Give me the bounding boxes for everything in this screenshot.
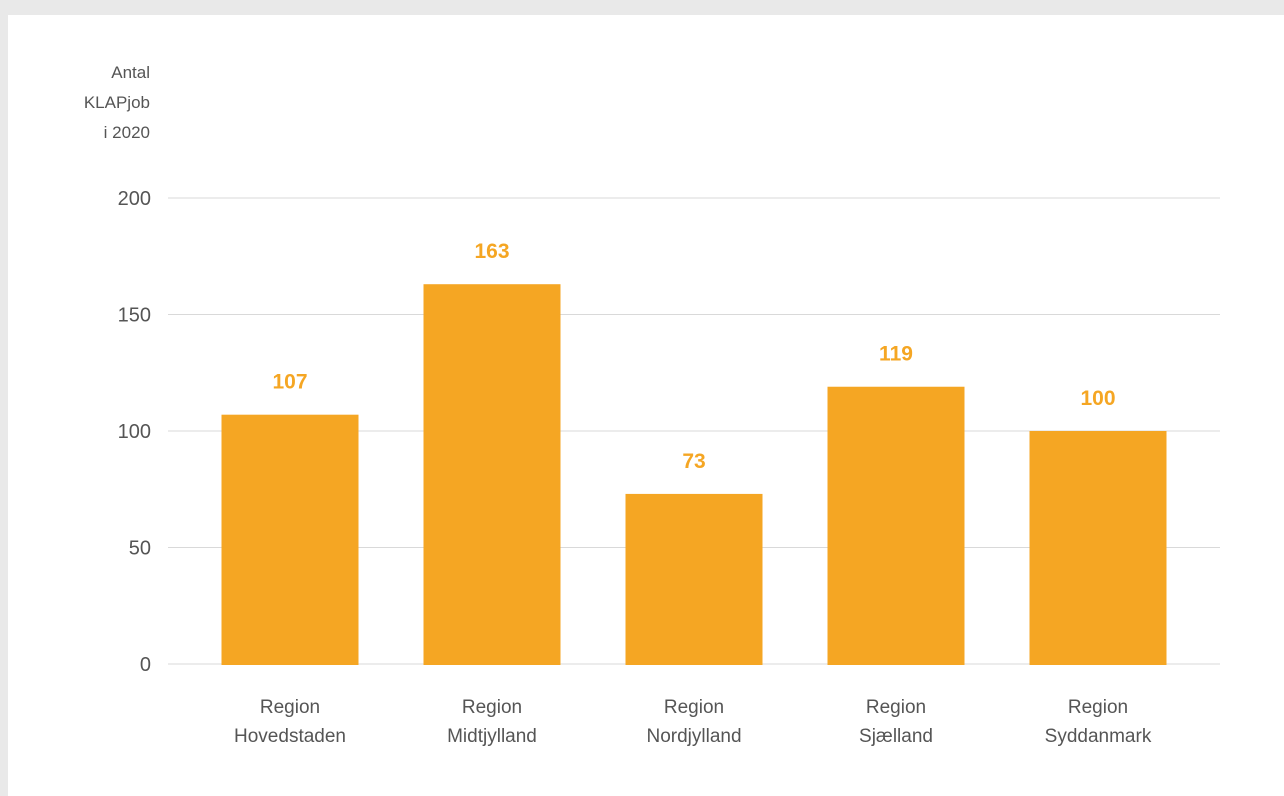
y-tick-label: 200	[118, 188, 151, 210]
y-tick-label: 100	[118, 421, 151, 443]
bar	[1029, 431, 1167, 665]
data-label: 163	[474, 240, 509, 263]
bar	[423, 284, 561, 665]
x-axis-categories: Region Hovedstaden Region Midtjylland Region…	[234, 697, 1152, 747]
x-category-label: Midtjylland	[447, 726, 537, 747]
chart-card: Antal KLAPjob i 2020 0 50 100 150 200 107 163…	[8, 15, 1284, 796]
data-label: 100	[1080, 387, 1115, 410]
x-category-label: Region	[462, 697, 522, 718]
data-label: 119	[879, 343, 913, 366]
x-category-label: Region	[866, 697, 926, 718]
y-axis-ticks: 0 50 100 150 200	[118, 188, 151, 676]
y-tick-label: 150	[118, 305, 151, 327]
y-axis-label-line: Antal	[111, 63, 150, 82]
bar	[221, 414, 359, 665]
x-category-label: Region	[1068, 697, 1128, 718]
x-category-label: Region	[260, 697, 320, 718]
x-category-label: Syddanmark	[1045, 726, 1152, 747]
y-axis-label: Antal KLAPjob i 2020	[84, 63, 150, 142]
y-tick-label: 50	[129, 538, 151, 560]
bars	[221, 284, 1167, 665]
x-category-label: Nordjylland	[646, 726, 741, 747]
x-category-label: Hovedstaden	[234, 726, 346, 747]
y-tick-label: 0	[140, 654, 151, 676]
bar	[625, 493, 763, 665]
data-label: 73	[682, 450, 705, 473]
bar	[827, 386, 965, 665]
bar-chart: Antal KLAPjob i 2020 0 50 100 150 200 107 163…	[84, 63, 1220, 747]
y-axis-label-line: KLAPjob	[84, 93, 150, 112]
y-axis-label-line: i 2020	[104, 123, 150, 142]
data-labels: 107 163 73 119 100	[272, 240, 1115, 473]
x-category-label: Sjælland	[859, 726, 933, 747]
x-category-label: Region	[664, 697, 724, 718]
data-label: 107	[272, 371, 307, 394]
